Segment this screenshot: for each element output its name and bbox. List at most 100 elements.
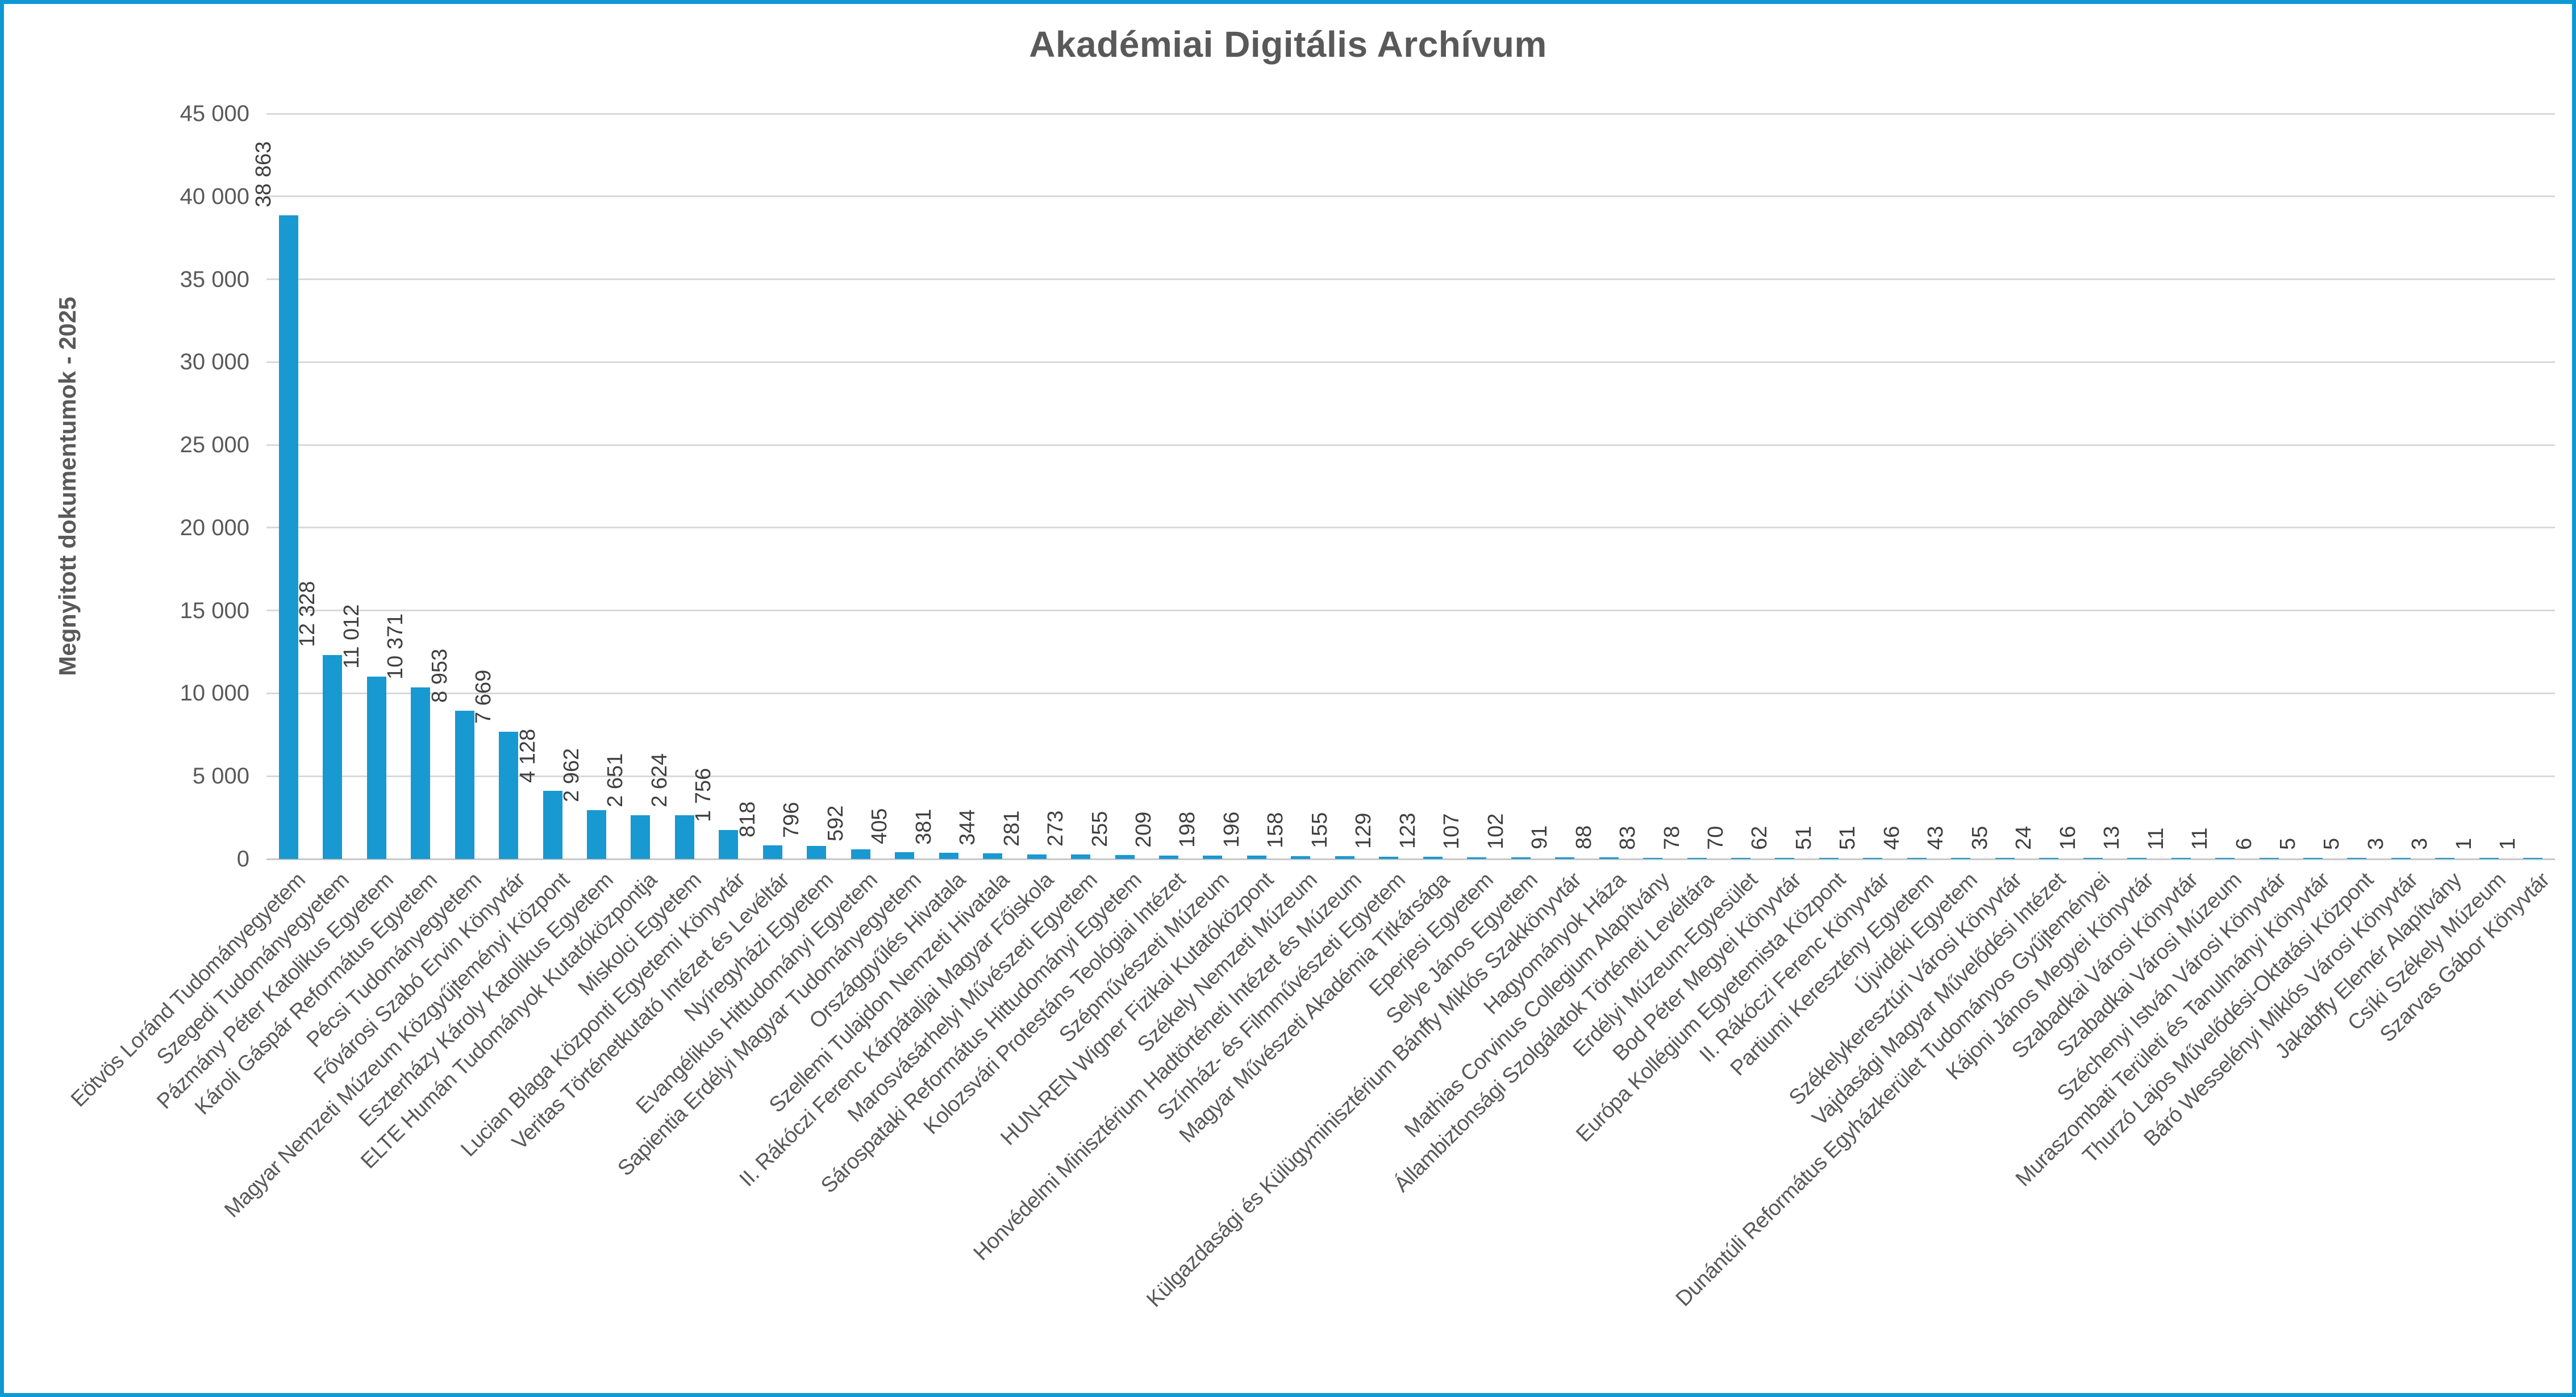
bar-value-label: 2 624: [647, 753, 672, 808]
bar-value-label: 7 669: [472, 670, 496, 724]
bar-value-label: 4 128: [515, 728, 540, 783]
bar: [2303, 858, 2323, 859]
bar: [1775, 858, 1795, 859]
bar-value-label: 107: [1440, 813, 1464, 849]
bar: [586, 810, 606, 859]
bar: [1027, 854, 1047, 859]
bar-value-label: 381: [911, 808, 936, 845]
bar: [543, 790, 562, 859]
bar: [2391, 858, 2411, 859]
bar: [1643, 857, 1663, 859]
gridline: [266, 527, 2555, 529]
bar: [1423, 857, 1443, 859]
bar: [2039, 858, 2059, 859]
bar-value-label: 13: [2100, 825, 2124, 850]
gridline: [266, 361, 2555, 363]
bar: [1247, 856, 1266, 859]
bar-value-label: 344: [956, 809, 980, 845]
bar: [2259, 858, 2279, 859]
bar-value-label: 51: [1791, 825, 1816, 850]
bar-value-label: 5: [2320, 837, 2344, 850]
bar: [719, 829, 739, 859]
bar-value-label: 83: [1616, 825, 1640, 850]
bar-value-label: 273: [1044, 810, 1068, 847]
y-tick-label: 5 000: [192, 764, 249, 789]
bar: [983, 853, 1003, 859]
bar: [1335, 856, 1354, 859]
bar-value-label: 209: [1131, 811, 1156, 848]
bar-value-label: 5: [2275, 837, 2300, 850]
bar-value-label: 255: [1087, 811, 1112, 847]
bar: [323, 654, 343, 859]
bar: [2215, 858, 2235, 859]
bar: [1071, 854, 1091, 859]
bar-value-label: 43: [1924, 825, 1948, 850]
bar: [939, 852, 958, 859]
bar: [366, 676, 386, 859]
bar-value-label: 818: [735, 801, 760, 838]
bar-value-label: 88: [1572, 825, 1596, 850]
bar: [1731, 857, 1750, 859]
bar: [1203, 856, 1223, 859]
bar-value-label: 8 953: [427, 648, 452, 703]
bar: [1467, 857, 1487, 859]
bar-value-label: 6: [2232, 837, 2256, 850]
bar: [807, 845, 827, 859]
bar-value-label: 1: [2452, 837, 2476, 850]
gridline: [266, 444, 2555, 446]
bar-value-label: 11: [2144, 827, 2168, 850]
gridline: [266, 692, 2555, 694]
bar: [762, 845, 782, 859]
bar-value-label: 24: [2012, 825, 2036, 850]
bar: [1995, 858, 2015, 859]
bar-value-label: 46: [1879, 825, 1904, 850]
bar-value-label: 11 012: [339, 604, 364, 669]
bar-value-label: 198: [1176, 811, 1200, 848]
gridline: [266, 112, 2555, 115]
bar-value-label: 91: [1528, 825, 1552, 850]
y-tick-label: 20 000: [180, 515, 249, 540]
bar-value-label: 281: [999, 810, 1024, 846]
y-tick-label: 35 000: [180, 266, 249, 292]
bar: [674, 815, 694, 859]
bar-value-label: 155: [1307, 812, 1332, 849]
bar: [1115, 854, 1135, 859]
bar: [1687, 857, 1707, 859]
y-tick-label: 10 000: [180, 681, 249, 706]
bar-value-label: 10 371: [384, 613, 408, 679]
bar-value-label: 12 328: [295, 581, 320, 647]
bar-value-label: 2 962: [559, 748, 583, 802]
bar-value-label: 102: [1483, 813, 1508, 850]
bar-value-label: 196: [1219, 811, 1244, 848]
y-tick-label: 30 000: [180, 349, 249, 375]
y-tick-label: 15 000: [180, 598, 249, 623]
bar: [851, 849, 870, 859]
bar: [631, 815, 651, 859]
gridline: [266, 775, 2555, 777]
bar-value-label: 51: [1836, 825, 1860, 850]
bar: [2435, 858, 2455, 859]
bar: [499, 732, 519, 859]
bar-value-label: 158: [1264, 812, 1288, 849]
bar: [411, 687, 431, 859]
bar-value-label: 796: [780, 802, 804, 838]
bar: [1291, 856, 1311, 859]
bar-value-label: 123: [1395, 813, 1420, 849]
bar: [2479, 858, 2499, 859]
bar-value-label: 3: [2364, 837, 2388, 850]
bar: [1555, 857, 1575, 859]
bar-value-label: 2 651: [603, 753, 628, 807]
bar: [1511, 857, 1531, 859]
bar-value-label: 405: [868, 808, 892, 845]
bar: [278, 215, 298, 859]
bar-value-label: 1: [2496, 837, 2520, 850]
bar-value-label: 38 863: [251, 141, 276, 207]
chart-title: Akadémiai Digitális Archívum: [1029, 24, 1547, 65]
bar: [2127, 858, 2147, 859]
bar-value-label: 16: [2056, 825, 2080, 850]
gridline: [266, 278, 2555, 281]
bar-value-label: 3: [2408, 837, 2432, 850]
bar-value-label: 11: [2188, 827, 2212, 850]
bar: [895, 852, 915, 859]
